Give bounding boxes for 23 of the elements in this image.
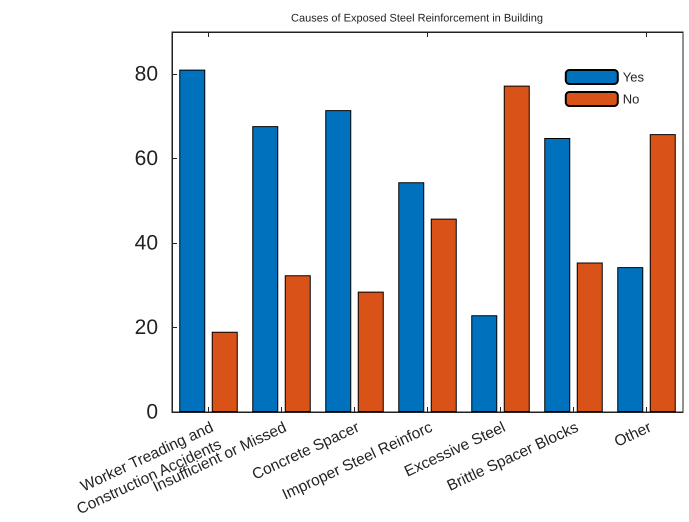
bar bbox=[358, 292, 384, 412]
bar bbox=[430, 218, 457, 412]
y-tick-label: 60 bbox=[134, 147, 158, 170]
bar bbox=[252, 126, 278, 412]
bar bbox=[504, 86, 530, 412]
bar bbox=[212, 332, 238, 412]
bar bbox=[471, 315, 498, 412]
bar bbox=[284, 275, 311, 412]
bar bbox=[544, 138, 570, 412]
legend-label: Yes bbox=[622, 70, 644, 84]
bar bbox=[576, 262, 603, 412]
bar bbox=[325, 110, 352, 412]
y-tick-label: 0 bbox=[146, 400, 158, 424]
bar bbox=[617, 267, 644, 412]
y-tick-label: 20 bbox=[134, 316, 158, 340]
bar bbox=[179, 70, 206, 412]
bar bbox=[398, 182, 424, 412]
y-tick-label: 80 bbox=[134, 62, 158, 86]
y-tick-label: 40 bbox=[134, 232, 158, 255]
chart-title: Causes of Exposed Steel Reinforcement in Building bbox=[291, 12, 543, 24]
legend-label: No bbox=[622, 92, 640, 106]
x-tick-label: Other bbox=[612, 418, 654, 451]
bar bbox=[650, 134, 676, 412]
